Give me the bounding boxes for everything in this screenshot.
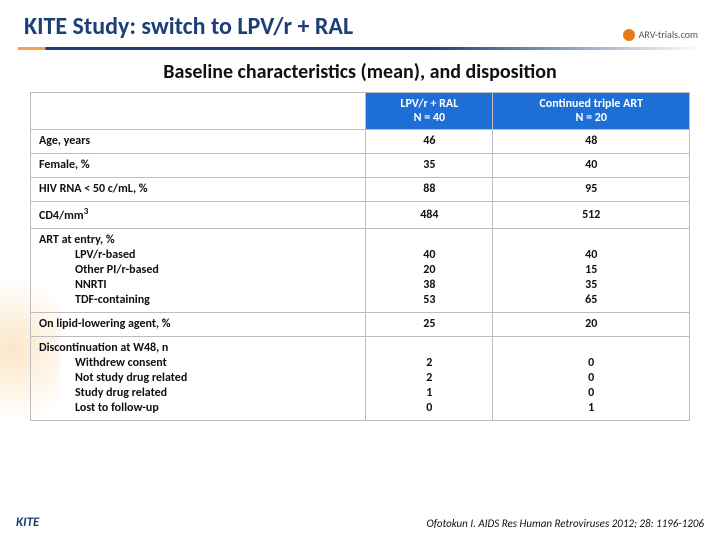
logo-dot-icon <box>623 29 635 41</box>
subtitle: Baseline characteristics (mean), and dis… <box>16 60 704 84</box>
row-value-a: 40203853 <box>366 229 493 313</box>
row-value-b: 48 <box>493 130 690 154</box>
row-value-b-line: 0 <box>501 356 681 371</box>
row-value-b: 0001 <box>493 337 690 421</box>
row-value-a-line: 20 <box>374 263 484 278</box>
header-blank <box>31 93 366 130</box>
row-value-b: 512 <box>493 202 690 229</box>
row-value-b-line: 0 <box>501 371 681 386</box>
row-label: Female, % <box>31 154 366 178</box>
table-row: On lipid-lowering agent, %2520 <box>31 313 690 337</box>
row-value-a: 35 <box>366 154 493 178</box>
row-sublabel: LPV/r-based <box>39 248 357 263</box>
footer-right: Ofotokun I. AIDS Res Human Retroviruses … <box>427 517 705 530</box>
title-underline <box>18 47 702 50</box>
row-value-a-line: 40 <box>374 248 484 263</box>
row-value-b-line: 1 <box>501 401 681 416</box>
header-col-b: Continued triple ART N = 20 <box>493 93 690 130</box>
row-value-b: 40153565 <box>493 229 690 313</box>
row-value-b-line: 35 <box>501 278 681 293</box>
row-label: Age, years <box>31 130 366 154</box>
row-label: Discontinuation at W48, nWithdrew consen… <box>31 337 366 421</box>
row-sublabel: Study drug related <box>39 386 357 401</box>
table-row: HIV RNA < 50 c/mL, %8895 <box>31 178 690 202</box>
row-value-a: 484 <box>366 202 493 229</box>
row-value-b: 20 <box>493 313 690 337</box>
row-sublabel: NNRTI <box>39 278 357 293</box>
row-value-b-line: 65 <box>501 293 681 308</box>
row-value-a-line: 53 <box>374 293 484 308</box>
table-header-row: LPV/r + RAL N = 40 Continued triple ART … <box>31 93 690 130</box>
row-label: ART at entry, %LPV/r-basedOther PI/r-bas… <box>31 229 366 313</box>
logo: ARV-trials.com <box>623 28 698 41</box>
row-value-a: 25 <box>366 313 493 337</box>
row-value-a: 2210 <box>366 337 493 421</box>
row-value-b: 40 <box>493 154 690 178</box>
table-row: ART at entry, %LPV/r-basedOther PI/r-bas… <box>31 229 690 313</box>
row-value-a-line: 2 <box>374 356 484 371</box>
page-title: KITE Study: switch to LPV/r + RAL <box>24 12 353 41</box>
table-row: Age, years4648 <box>31 130 690 154</box>
row-value-a-line: 0 <box>374 401 484 416</box>
row-value-a-line: 2 <box>374 371 484 386</box>
footer: KITE Ofotokun I. AIDS Res Human Retrovir… <box>16 515 704 530</box>
row-sublabel: Withdrew consent <box>39 356 357 371</box>
row-value-a-line: 38 <box>374 278 484 293</box>
row-sublabel: Other PI/r-based <box>39 263 357 278</box>
row-sublabel: Lost to follow-up <box>39 401 357 416</box>
title-underline-wrap <box>16 47 704 56</box>
table-row: CD4/mm3484512 <box>31 202 690 229</box>
header-col-a-line2: N = 40 <box>414 111 445 125</box>
slide-container: KITE Study: switch to LPV/r + RAL ARV-tr… <box>0 0 720 540</box>
row-label: On lipid-lowering agent, % <box>31 313 366 337</box>
row-sublabel: TDF-containing <box>39 293 357 308</box>
header-col-b-line2: N = 20 <box>575 111 606 125</box>
header-col-b-line1: Continued triple ART <box>539 97 643 111</box>
logo-text: ARV-trials.com <box>639 28 698 41</box>
table-row: Discontinuation at W48, nWithdrew consen… <box>31 337 690 421</box>
title-row: KITE Study: switch to LPV/r + RAL ARV-tr… <box>16 10 704 45</box>
row-sublabel: Not study drug related <box>39 371 357 386</box>
row-value-b-line: 40 <box>501 248 681 263</box>
row-label: CD4/mm3 <box>31 202 366 229</box>
footer-left: KITE <box>16 515 39 530</box>
table-body: Age, years4648Female, %3540HIV RNA < 50 … <box>31 130 690 421</box>
row-value-b-line: 15 <box>501 263 681 278</box>
row-value-b: 95 <box>493 178 690 202</box>
row-value-b-line: 0 <box>501 386 681 401</box>
row-value-a: 88 <box>366 178 493 202</box>
row-value-a: 46 <box>366 130 493 154</box>
header-col-a-line1: LPV/r + RAL <box>400 97 458 111</box>
baseline-table: LPV/r + RAL N = 40 Continued triple ART … <box>30 92 690 421</box>
header-col-a: LPV/r + RAL N = 40 <box>366 93 493 130</box>
table-row: Female, %3540 <box>31 154 690 178</box>
row-value-a-line: 1 <box>374 386 484 401</box>
row-label: HIV RNA < 50 c/mL, % <box>31 178 366 202</box>
